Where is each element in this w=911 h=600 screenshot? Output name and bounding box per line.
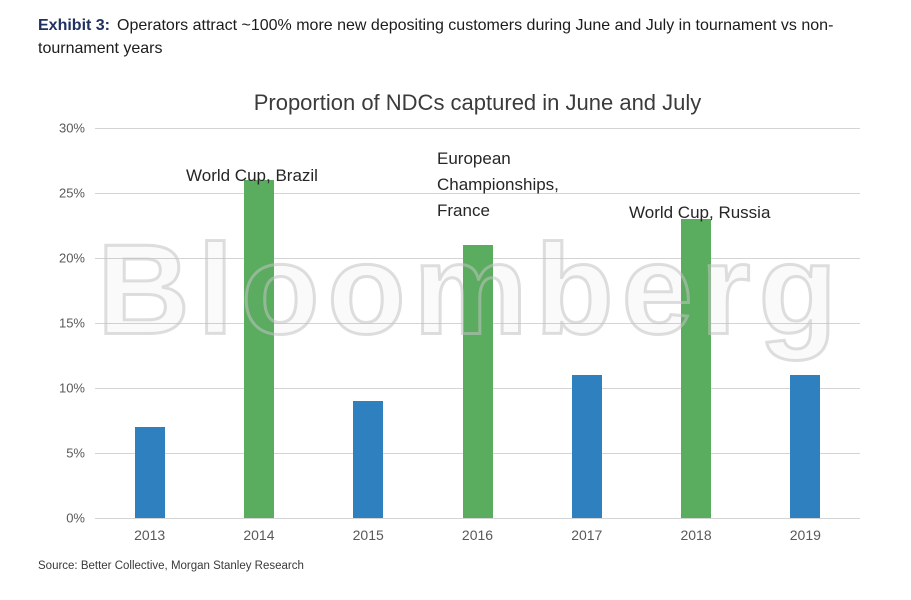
x-axis-tick-label: 2016 bbox=[461, 527, 494, 543]
y-axis-tick-label: 25% bbox=[58, 185, 85, 201]
bar-2015 bbox=[353, 401, 384, 518]
bar-2016 bbox=[462, 245, 493, 518]
bar-2014 bbox=[243, 180, 274, 518]
y-axis-tick-label: 0% bbox=[66, 510, 85, 526]
x-axis-tick-label: 2013 bbox=[134, 527, 166, 543]
annotation-european-championships-france: European Championships, France bbox=[437, 149, 559, 220]
x-axis-tick-label: 2018 bbox=[680, 527, 712, 543]
x-axis-tick-label: 2019 bbox=[789, 527, 821, 543]
exhibit-title-text: Operators attract ~100% more new deposit… bbox=[38, 17, 834, 57]
bar-2019 bbox=[790, 375, 821, 518]
bar-2017 bbox=[571, 375, 602, 518]
y-axis-tick-label: 30% bbox=[58, 120, 85, 136]
exhibit-label: Exhibit 3: bbox=[38, 17, 111, 34]
plot-area: 0% 5% 10% 15% 20% 25% 30% 2013 2014 2015 2016 2017 2… bbox=[59, 121, 860, 543]
gridline bbox=[95, 518, 860, 519]
x-axis-tick-label: 2015 bbox=[352, 527, 384, 543]
chart-title: Proportion of NDCs captured in June and … bbox=[253, 90, 702, 115]
bar-2018 bbox=[681, 219, 712, 518]
y-axis-tick-label: 15% bbox=[58, 315, 85, 331]
y-axis-tick-label: 20% bbox=[58, 250, 85, 266]
y-axis-tick-label: 10% bbox=[58, 380, 85, 396]
y-axis-tick-label: 5% bbox=[66, 445, 85, 461]
source-note: Source: Better Collective, Morgan Stanle… bbox=[38, 560, 304, 572]
x-axis-tick-label: 2014 bbox=[243, 527, 275, 543]
gridline bbox=[95, 128, 860, 129]
x-axis-tick-label: 2017 bbox=[571, 527, 603, 543]
gridline bbox=[95, 193, 860, 194]
exhibit-header: Exhibit 3: Operators attract ~100% more n… bbox=[38, 14, 838, 60]
annotation-world-cup-brazil: World Cup, Brazil bbox=[186, 166, 318, 185]
bar-2013 bbox=[134, 427, 165, 518]
annotation-world-cup-russia: World Cup, Russia bbox=[629, 203, 771, 222]
